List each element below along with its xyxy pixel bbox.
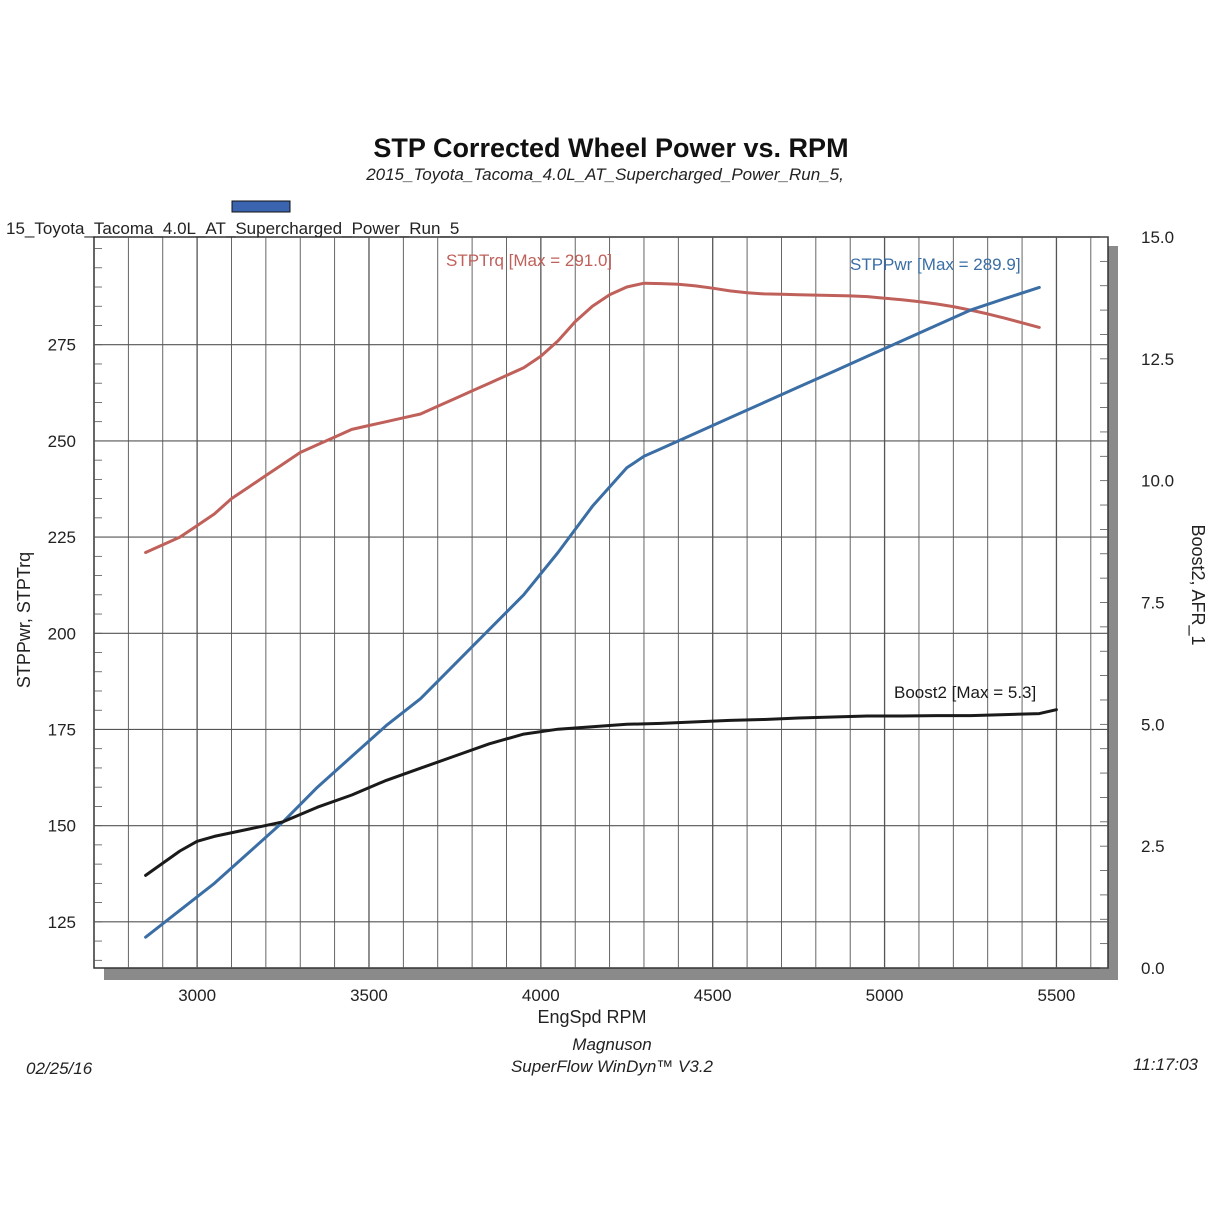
ticks: 3000 3500 4000 4500 5000 5500 125 150 175 200 225 2… (48, 228, 1174, 1005)
y-left-tick-label: 225 (48, 528, 76, 547)
x-tick-label: 5500 (1038, 986, 1076, 1005)
y-right-tick-label: 5.0 (1141, 715, 1165, 734)
y-left-tick-label: 275 (48, 336, 76, 355)
y-left-tick-label: 125 (48, 913, 76, 932)
annotation-stppwr: STPPwr [Max = 289.9] (850, 255, 1021, 274)
y-left-tick-label: 200 (48, 624, 76, 643)
annotation-stptrq: STPTrq [Max = 291.0] (446, 251, 612, 270)
y-axis-label-right: Boost2, AFR_1 (1187, 524, 1208, 645)
x-axis-label: EngSpd RPM (537, 1007, 646, 1027)
x-tick-label: 3000 (178, 986, 216, 1005)
y-left-tick-label: 250 (48, 432, 76, 451)
y-right-tick-label: 15.0 (1141, 228, 1174, 247)
chart-subtitle: 2015_Toyota_Tacoma_4.0L_AT_Supercharged_… (365, 165, 844, 184)
y-right-tick-label: 10.0 (1141, 472, 1174, 491)
series-line-stppwr (144, 285, 1041, 939)
y-left-tick-label: 150 (48, 817, 76, 836)
y-left-tick-label: 175 (48, 720, 76, 739)
y-axis-label-left: STPPwr, STPTrq (14, 552, 34, 688)
footer-software: SuperFlow WinDyn™ V3.2 (511, 1057, 714, 1076)
y-right-tick-label: 2.5 (1141, 837, 1165, 856)
legend-swatch (231, 200, 291, 213)
footer-company: Magnuson (572, 1035, 651, 1054)
chart-title: STP Corrected Wheel Power vs. RPM (373, 133, 848, 163)
series-layer (144, 281, 1058, 939)
footer-time: 11:17:03 (1133, 1055, 1198, 1074)
y-right-tick-label: 0.0 (1141, 959, 1165, 978)
y-right-tick-label: 7.5 (1141, 594, 1165, 613)
footer-date: 02/25/16 (26, 1059, 93, 1078)
x-tick-label: 4500 (694, 986, 732, 1005)
series-line-stptrq (144, 281, 1041, 554)
x-tick-label: 5000 (866, 986, 904, 1005)
grid (94, 236, 1108, 969)
x-tick-label: 4000 (522, 986, 560, 1005)
legend-label: 15_Toyota_Tacoma_4.0L_AT_Supercharged_Po… (6, 219, 459, 238)
x-tick-label: 3500 (350, 986, 388, 1005)
y-right-tick-label: 12.5 (1141, 350, 1174, 369)
series-line-boost2 (144, 708, 1058, 877)
annotation-boost2: Boost2 [Max = 5.3] (894, 683, 1036, 702)
plot-area (93, 236, 1109, 969)
